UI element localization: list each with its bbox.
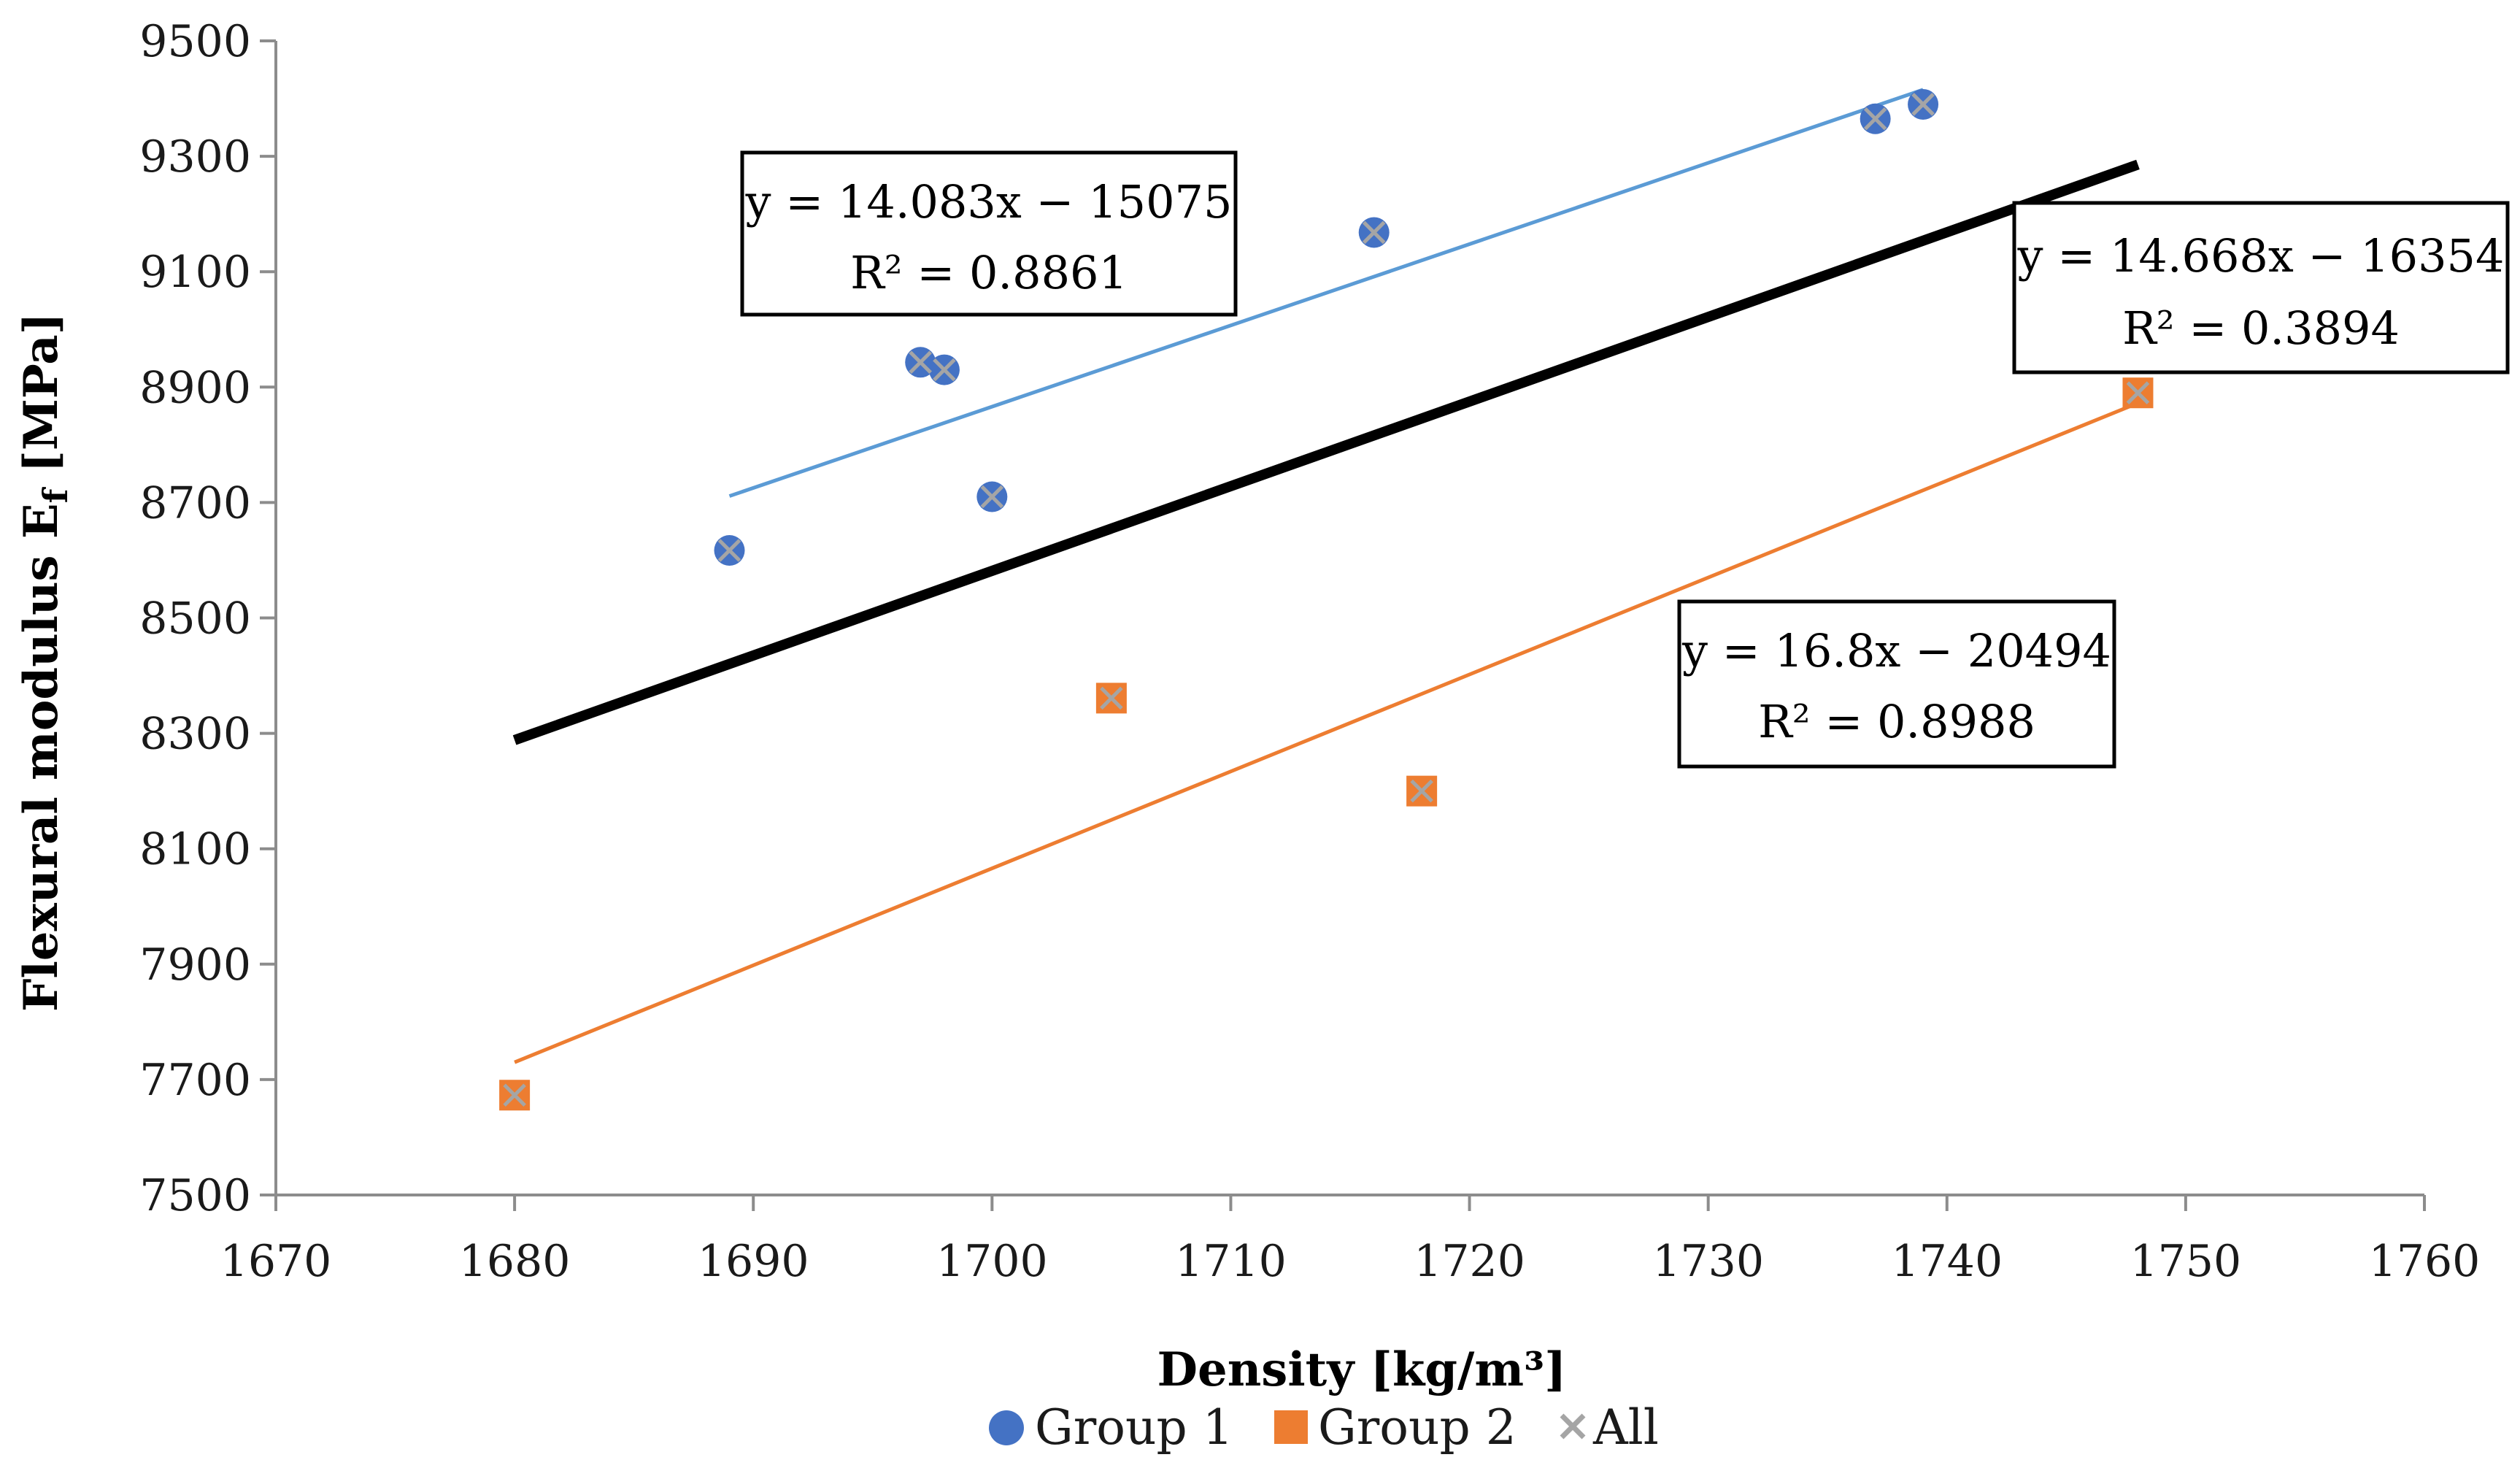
data-points: [499, 88, 2154, 1111]
point-all: [1410, 779, 1433, 803]
x-tick-label: 1730: [1652, 1236, 1764, 1287]
legend-label-group-1: Group 1: [1035, 1399, 1233, 1456]
point-all-stroke: [933, 358, 956, 382]
y-tick-label: 8100: [139, 824, 251, 875]
trendline-group-1: [728, 88, 1924, 498]
x-tick-label: 1740: [1891, 1236, 2003, 1287]
x-tick-label: 1760: [2369, 1236, 2481, 1287]
point-all-stroke: [1410, 779, 1433, 803]
x-tick-label: 1700: [936, 1236, 1048, 1287]
point-all: [1911, 93, 1935, 116]
y-axis-ticks: 7500 7700 7900 8100 8300 8500 8700 8900 9100 9300…: [139, 16, 276, 1221]
y-tick-label: 8900: [139, 362, 251, 413]
point-all-stroke: [717, 539, 741, 562]
y-tick-label: 7500: [139, 1170, 251, 1221]
point-all-stroke: [1100, 686, 1123, 710]
point-all-stroke: [980, 485, 1004, 509]
point-all-stroke: [1863, 107, 1887, 131]
point-all: [909, 350, 932, 374]
x-tick-label: 1750: [2130, 1236, 2242, 1287]
r2-all: R² = 0.3894: [2122, 301, 2400, 355]
r2-group-1: R² = 0.8861: [850, 246, 1128, 299]
x-tick-label: 1670: [220, 1236, 332, 1287]
x-axis-title: Density [kg/m³]: [1157, 1342, 1567, 1397]
y-tick-label: 8300: [139, 709, 251, 760]
trendline-all: [512, 159, 2140, 745]
x-tick-label: 1690: [698, 1236, 809, 1287]
point-all-stroke: [1362, 220, 1386, 245]
legend-marker-group-2: [1274, 1410, 1308, 1444]
trendlines: [512, 88, 2140, 1064]
y-tick-label: 8700: [139, 477, 251, 529]
point-all-stroke: [503, 1083, 526, 1107]
point-all: [1863, 107, 1887, 131]
x-tick-label: 1720: [1414, 1236, 1525, 1287]
point-all-stroke: [1911, 93, 1935, 116]
y-tick-label: 9100: [139, 247, 251, 298]
equation-box-all: y = 14.668x − 16354 R² = 0.3894: [2012, 201, 2510, 374]
y-tick-label: 9300: [139, 131, 251, 182]
y-tick-label: 9500: [139, 16, 251, 67]
point-all-stroke: [909, 350, 932, 374]
y-axis-title: Flexural modulus Ef [MPa]: [14, 312, 75, 1012]
equation-group-2: y = 16.8x − 20494: [1681, 624, 2111, 677]
point-all: [1362, 220, 1386, 245]
y-tick-label: 8500: [139, 593, 251, 645]
legend-marker-all: [1560, 1413, 1586, 1440]
point-all: [717, 539, 741, 562]
equation-group-1: y = 14.083x − 15075: [745, 175, 1233, 228]
equation-all: y = 14.668x − 16354: [2017, 229, 2505, 283]
point-all: [503, 1083, 526, 1107]
point-all: [933, 358, 956, 382]
y-axis-title-subscript: f: [36, 486, 75, 503]
x-tick-label: 1680: [459, 1236, 571, 1287]
y-tick-label: 7900: [139, 939, 251, 991]
y-axis-title-main: Flexural modulus E: [14, 503, 69, 1012]
x-tick-label: 1710: [1175, 1236, 1287, 1287]
legend-label-group-2: Group 2: [1318, 1399, 1517, 1456]
point-all: [1100, 686, 1123, 710]
point-all: [2126, 381, 2150, 404]
y-axis-title-unit: [MPa]: [14, 312, 69, 489]
y-tick-label: 7700: [139, 1055, 251, 1106]
point-all: [980, 485, 1004, 509]
x-axis-ticks: 1670 1680 1690 1700 1710 1720 1730 1740 1750 1760: [220, 1195, 2481, 1287]
legend: Group 1 Group 2 All: [989, 1399, 1659, 1456]
legend-marker-group-1: [989, 1410, 1024, 1445]
equation-box-group-2: y = 16.8x − 20494 R² = 0.8988: [1677, 599, 2116, 769]
equation-box-group-1: y = 14.083x − 15075 R² = 0.8861: [740, 150, 1238, 317]
point-all-stroke: [2126, 381, 2150, 404]
r2-group-2: R² = 0.8988: [1758, 695, 2035, 748]
legend-label-all: All: [1592, 1399, 1659, 1456]
trendline-group-2: [514, 401, 2139, 1064]
